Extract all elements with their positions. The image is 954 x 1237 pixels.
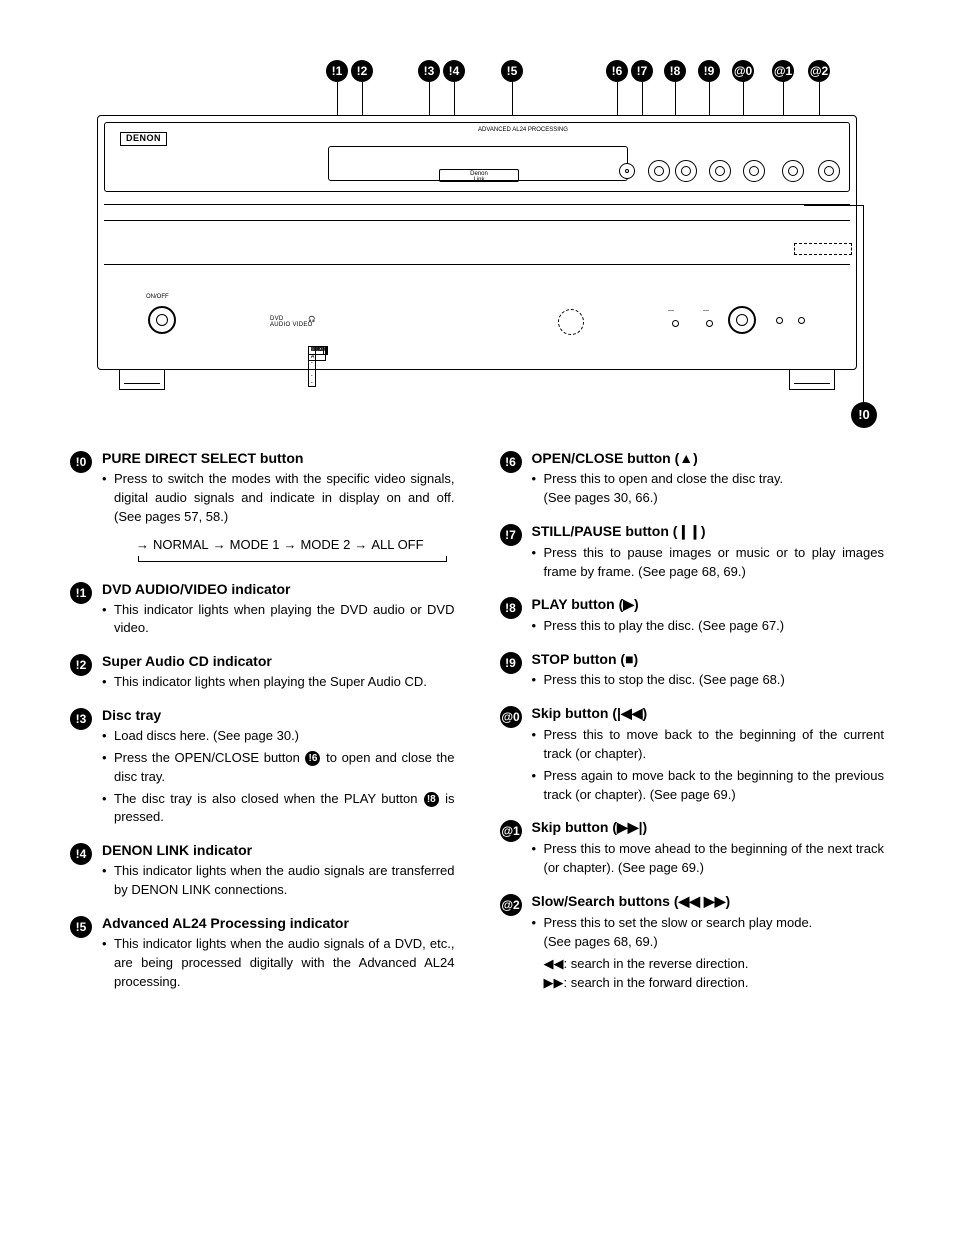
callout-badge-18: !8 bbox=[664, 60, 686, 82]
callout-10-badge: !0 bbox=[851, 402, 877, 428]
item-title: PURE DIRECT SELECT button bbox=[102, 450, 455, 466]
item-badge: !0 bbox=[70, 451, 92, 473]
item-title: Slow/Search buttons (◀◀ ▶▶) bbox=[532, 893, 885, 910]
item-21: @1Skip button (▶▶|)Press this to move ah… bbox=[500, 819, 885, 881]
item-title: STOP button (■) bbox=[532, 651, 885, 667]
left-column: !0PURE DIRECT SELECT buttonPress to swit… bbox=[70, 450, 455, 1007]
callout-badge-21: @1 bbox=[772, 60, 794, 82]
right-column: !6OPEN/CLOSE button (▲)Press this to ope… bbox=[500, 450, 885, 1007]
callouts-row: !1!2 !3!4 !5 !6!7 !8 !9 @0 @1 @2 bbox=[77, 60, 877, 90]
power-knob bbox=[148, 306, 176, 334]
disc-tray: DenonLink bbox=[328, 146, 628, 181]
callout-badge-16: !6 bbox=[606, 60, 628, 82]
item-title: Skip button (|◀◀) bbox=[532, 705, 885, 722]
callout-badge-19: !9 bbox=[698, 60, 720, 82]
item-title: Advanced AL24 Processing indicator bbox=[102, 915, 455, 931]
item-16: !6OPEN/CLOSE button (▲)Press this to ope… bbox=[500, 450, 885, 511]
al24-label: ADVANCED AL24 PROCESSING bbox=[478, 127, 568, 133]
item-badge: !8 bbox=[500, 597, 522, 619]
callout-badge-12: !2 bbox=[351, 60, 373, 82]
item-title: DVD AUDIO/VIDEO indicator bbox=[102, 581, 455, 597]
item-10: !0PURE DIRECT SELECT buttonPress to swit… bbox=[70, 450, 455, 569]
transport-btn-4 bbox=[709, 160, 731, 182]
item-badge: @1 bbox=[500, 820, 522, 842]
item-title: Skip button (▶▶|) bbox=[532, 819, 885, 836]
item-22: @2Slow/Search buttons (◀◀ ▶▶)Press this … bbox=[500, 893, 885, 992]
item-badge: @0 bbox=[500, 706, 522, 728]
item-19: !9STOP button (■)Press this to stop the … bbox=[500, 651, 885, 693]
item-badge: @2 bbox=[500, 894, 522, 916]
item-11: !1DVD AUDIO/VIDEO indicatorThis indicato… bbox=[70, 581, 455, 642]
item-title: DENON LINK indicator bbox=[102, 842, 455, 858]
item-badge: !9 bbox=[500, 652, 522, 674]
brand-logo: DENON bbox=[120, 132, 167, 146]
callout-badge-17: !7 bbox=[631, 60, 653, 82]
mode-sequence: →NORMAL→MODE 1→MODE 2→ALL OFF bbox=[132, 535, 455, 555]
item-badge: !1 bbox=[70, 582, 92, 604]
callout-badge-14: !4 bbox=[443, 60, 465, 82]
item-badge: !7 bbox=[500, 524, 522, 546]
transport-btn-7 bbox=[818, 160, 840, 182]
callout-badge-20: @0 bbox=[732, 60, 754, 82]
transport-btn-5 bbox=[743, 160, 765, 182]
transport-btn-2 bbox=[648, 160, 670, 182]
item-badge: !5 bbox=[70, 916, 92, 938]
callout-badge-15: !5 bbox=[501, 60, 523, 82]
transport-btn-1 bbox=[619, 163, 635, 179]
item-badge: !2 bbox=[70, 654, 92, 676]
denon-link-box: DenonLink bbox=[439, 169, 519, 182]
item-13: !3Disc trayLoad discs here. (See page 30… bbox=[70, 707, 455, 830]
item-title: Super Audio CD indicator bbox=[102, 653, 455, 669]
item-title: OPEN/CLOSE button (▲) bbox=[532, 450, 885, 466]
callout-badge-13: !3 bbox=[418, 60, 440, 82]
device-diagram: !1!2 !3!4 !5 !6!7 !8 !9 @0 @1 @2 DENON ADVANCED … bbox=[77, 60, 877, 420]
transport-btn-3 bbox=[675, 160, 697, 182]
item-20: @0Skip button (|◀◀)Press this to move ba… bbox=[500, 705, 885, 807]
item-title: Disc tray bbox=[102, 707, 455, 723]
item-15: !5Advanced AL24 Processing indicatorThis… bbox=[70, 915, 455, 995]
device-unit: DENON ADVANCED AL24 PROCESSING DenonLink… bbox=[97, 115, 857, 405]
item-badge: !4 bbox=[70, 843, 92, 865]
item-17: !7STILL/PAUSE button (❙❙)Press this to p… bbox=[500, 523, 885, 585]
transport-btn-6 bbox=[782, 160, 804, 182]
item-title: STILL/PAUSE button (❙❙) bbox=[532, 523, 885, 540]
item-18: !8PLAY button (▶)Press this to play the … bbox=[500, 596, 885, 639]
item-title: PLAY button (▶) bbox=[532, 596, 885, 613]
item-badge: !3 bbox=[70, 708, 92, 730]
item-14: !4DENON LINK indicatorThis indicator lig… bbox=[70, 842, 455, 903]
callout-badge-22: @2 bbox=[808, 60, 830, 82]
description-columns: !0PURE DIRECT SELECT buttonPress to swit… bbox=[70, 450, 884, 1007]
item-12: !2Super Audio CD indicatorThis indicator… bbox=[70, 653, 455, 695]
pure-direct-knob bbox=[728, 306, 756, 334]
callout-badge-11: !1 bbox=[326, 60, 348, 82]
item-badge: !6 bbox=[500, 451, 522, 473]
